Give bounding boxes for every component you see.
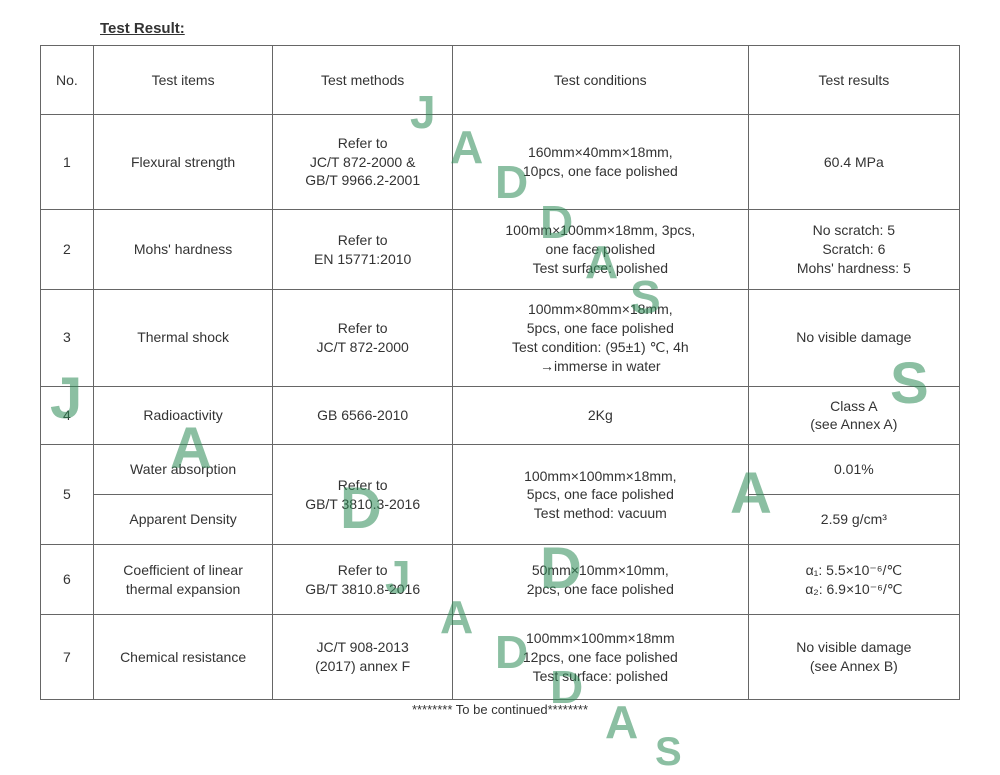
cell-item: Apparent Density bbox=[93, 495, 273, 545]
table-row: 6 Coefficient of linear thermal expansio… bbox=[41, 545, 960, 615]
col-header-items: Test items bbox=[93, 46, 273, 115]
cell-cond: 2Kg bbox=[452, 386, 748, 445]
table-row: 5 Water absorption Refer toGB/T 3810.3-2… bbox=[41, 445, 960, 495]
cell-method: Refer toJC/T 872-2000 &GB/T 9966.2-2001 bbox=[273, 115, 453, 210]
cell-res: No scratch: 5Scratch: 6Mohs' hardness: 5 bbox=[748, 210, 959, 290]
cell-no: 1 bbox=[41, 115, 94, 210]
cell-method: Refer toJC/T 872-2000 bbox=[273, 290, 453, 387]
col-header-conditions: Test conditions bbox=[452, 46, 748, 115]
cell-item: Radioactivity bbox=[93, 386, 273, 445]
cell-item: Thermal shock bbox=[93, 290, 273, 387]
cell-res: 60.4 MPa bbox=[748, 115, 959, 210]
cell-res: α₁: 5.5×10⁻⁶/℃α₂: 6.9×10⁻⁶/℃ bbox=[748, 545, 959, 615]
cell-no: 5 bbox=[41, 445, 94, 545]
col-header-methods: Test methods bbox=[273, 46, 453, 115]
cell-res: 2.59 g/cm³ bbox=[748, 495, 959, 545]
col-header-results: Test results bbox=[748, 46, 959, 115]
cell-no: 2 bbox=[41, 210, 94, 290]
cell-cond: 100mm×80mm×18mm,5pcs, one face polishedT… bbox=[452, 290, 748, 387]
cell-res: Class A(see Annex A) bbox=[748, 386, 959, 445]
table-row: 2 Mohs' hardness Refer toEN 15771:2010 1… bbox=[41, 210, 960, 290]
cell-method: Refer toEN 15771:2010 bbox=[273, 210, 453, 290]
cell-res: 0.01% bbox=[748, 445, 959, 495]
table-row: 3 Thermal shock Refer toJC/T 872-2000 10… bbox=[41, 290, 960, 387]
cell-method: Refer toGB/T 3810.8-2016 bbox=[273, 545, 453, 615]
cell-item: Chemical resistance bbox=[93, 615, 273, 700]
cell-cond: 100mm×100mm×18mm, 3pcs,one face polished… bbox=[452, 210, 748, 290]
table-container: J A D D A S J A D D A S J A D D A S No. … bbox=[40, 45, 960, 700]
cell-cond: 100mm×100mm×18mm12pcs, one face polished… bbox=[452, 615, 748, 700]
cell-method: GB 6566-2010 bbox=[273, 386, 453, 445]
cell-item: Water absorption bbox=[93, 445, 273, 495]
cell-res: No visible damage bbox=[748, 290, 959, 387]
results-table: No. Test items Test methods Test conditi… bbox=[40, 45, 960, 700]
page-title: Test Result: bbox=[100, 20, 960, 37]
cell-item: Flexural strength bbox=[93, 115, 273, 210]
cell-item: Mohs' hardness bbox=[93, 210, 273, 290]
cell-no: 7 bbox=[41, 615, 94, 700]
table-row: 4 Radioactivity GB 6566-2010 2Kg Class A… bbox=[41, 386, 960, 445]
cell-no: 4 bbox=[41, 386, 94, 445]
cell-item: Coefficient of linear thermal expansion bbox=[93, 545, 273, 615]
footer-continued: ******** To be continued******** bbox=[40, 702, 960, 717]
table-row: 7 Chemical resistance JC/T 908-2013(2017… bbox=[41, 615, 960, 700]
col-header-no: No. bbox=[41, 46, 94, 115]
cell-cond: 160mm×40mm×18mm,10pcs, one face polished bbox=[452, 115, 748, 210]
cell-method: Refer toGB/T 3810.3-2016 bbox=[273, 445, 453, 545]
cell-no: 3 bbox=[41, 290, 94, 387]
cell-cond: 100mm×100mm×18mm,5pcs, one face polished… bbox=[452, 445, 748, 545]
cell-res: No visible damage(see Annex B) bbox=[748, 615, 959, 700]
table-row: 1 Flexural strength Refer toJC/T 872-200… bbox=[41, 115, 960, 210]
cell-method: JC/T 908-2013(2017) annex F bbox=[273, 615, 453, 700]
cell-cond: 50mm×10mm×10mm,2pcs, one face polished bbox=[452, 545, 748, 615]
table-header-row: No. Test items Test methods Test conditi… bbox=[41, 46, 960, 115]
cell-no: 6 bbox=[41, 545, 94, 615]
watermark-letter: S bbox=[655, 730, 682, 775]
